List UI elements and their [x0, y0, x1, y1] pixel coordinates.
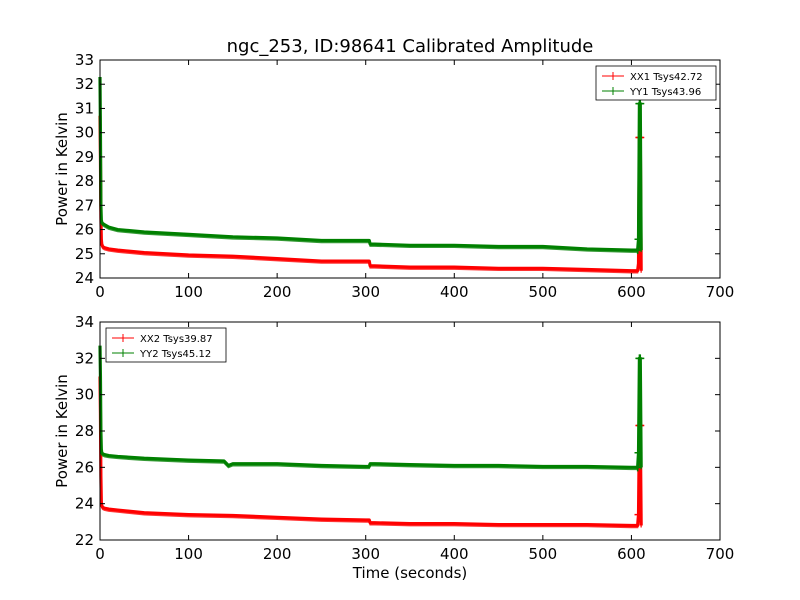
x-tick-label-1: 100 — [174, 283, 203, 301]
y-tick-label-1: 24 — [75, 495, 94, 513]
x-tick-label-7: 700 — [706, 283, 735, 301]
x-tick-label-2: 200 — [263, 283, 292, 301]
legend: XX1 Tsys42.72 YY1 Tsys43.96 — [595, 65, 717, 101]
x-tick-label-4: 400 — [440, 283, 469, 301]
y-axis-label: Power in Kelvin — [53, 112, 71, 226]
series-line-1-1 — [98, 345, 643, 469]
x-tick-label-4: 400 — [440, 545, 469, 563]
legend-label-0: XX1 Tsys42.72 — [630, 72, 703, 83]
y-tick-label-5: 29 — [75, 148, 94, 166]
series-point-0-1-27 — [636, 99, 645, 108]
x-tick-label-3: 300 — [351, 545, 380, 563]
y-tick-label-0: 22 — [75, 531, 94, 549]
series-point-1-1-27 — [634, 448, 643, 457]
series-point-0-1-24 — [633, 246, 642, 255]
y-tick-label-0: 24 — [75, 269, 94, 287]
x-axis-label: Time (seconds) — [352, 564, 468, 582]
plot-frame — [99, 59, 721, 279]
series-noise-0-0 — [99, 117, 642, 274]
series-line-1-0 — [98, 376, 643, 528]
y-tick-label-6: 30 — [75, 124, 94, 142]
series-point-1-1-26 — [633, 463, 642, 472]
series-noise-0-1 — [99, 78, 642, 253]
y-tick-label-2: 26 — [75, 458, 94, 476]
y-tick-label-1: 25 — [75, 245, 94, 263]
series-point-1-1-29 — [636, 354, 645, 363]
x-tick-label-7: 700 — [706, 545, 735, 563]
y-tick-label-4: 30 — [75, 386, 94, 404]
legend-label-1: YY2 Tsys45.12 — [139, 349, 211, 360]
y-tick-label-8: 32 — [75, 75, 94, 93]
x-tick-label-2: 200 — [263, 545, 292, 563]
legend-box — [595, 65, 717, 101]
y-tick-label-5: 32 — [75, 349, 94, 367]
series-point-1-0-25 — [634, 510, 643, 519]
chart-title: ngc_253, ID:98641 Calibrated Amplitude — [227, 36, 594, 57]
x-tick-label-6: 600 — [617, 545, 646, 563]
legend-label-0: XX2 Tsys39.87 — [140, 334, 213, 345]
legend-label-1: YY1 Tsys43.96 — [629, 87, 701, 98]
y-tick-label-6: 34 — [75, 313, 94, 331]
legend-box — [105, 327, 227, 363]
chart-top: 0 100 200 300 400 500 600 700 24 25 26 27 28 29 30 31 32… — [53, 36, 734, 301]
y-tick-label-2: 26 — [75, 221, 94, 239]
chart-bottom: 0 100 200 300 400 500 600 700 22 24 26 28 30 32 34 Powe… — [53, 313, 734, 582]
series-line-0-1 — [98, 76, 643, 252]
y-tick-label-7: 31 — [75, 99, 94, 117]
y-tick-label-9: 33 — [75, 51, 94, 69]
x-tick-label-5: 500 — [529, 283, 558, 301]
x-tick-label-5: 500 — [529, 545, 558, 563]
x-tick-label-3: 300 — [351, 283, 380, 301]
x-tick-label-6: 600 — [617, 283, 646, 301]
x-tick-label-0: 0 — [95, 545, 105, 563]
y-tick-label-3: 27 — [75, 196, 94, 214]
y-axis-label: Power in Kelvin — [53, 374, 71, 488]
x-tick-label-0: 0 — [95, 283, 105, 301]
legend: XX2 Tsys39.87 YY2 Tsys45.12 — [105, 327, 227, 363]
series-noise-1-1 — [99, 347, 642, 471]
x-tick-label-1: 100 — [174, 545, 203, 563]
series-noise-1-0 — [99, 378, 642, 529]
series-point-0-1-25 — [634, 235, 643, 244]
y-tick-label-4: 28 — [75, 172, 94, 190]
y-tick-label-3: 28 — [75, 422, 94, 440]
